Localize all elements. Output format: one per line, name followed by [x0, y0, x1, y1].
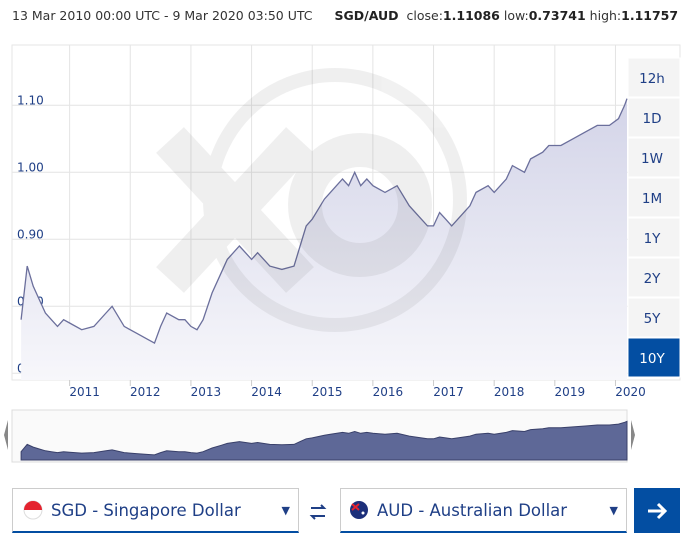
y-tick-label: 1.00	[17, 160, 44, 174]
to-currency: AUD - Australian Dollar	[377, 500, 568, 520]
from-select[interactable]: SGD - Singapore Dollar ▼	[12, 488, 299, 533]
period-button[interactable]	[627, 337, 681, 378]
period-label: 1M	[642, 191, 662, 207]
pair: SGD/AUD	[334, 8, 399, 23]
x-tick-label: 2012	[130, 385, 161, 399]
arrow-icon	[648, 502, 668, 519]
period-button[interactable]	[627, 57, 681, 98]
caret: ▼	[281, 503, 290, 517]
x-tick-label: 2017	[433, 385, 464, 399]
flag-sg	[23, 500, 43, 520]
period: 13 Mar 2010 00:00 UTC - 9 Mar 2020 03:50…	[12, 8, 313, 23]
to-select[interactable]: AUD - Australian Dollar ▼	[340, 488, 627, 533]
line	[20, 98, 628, 345]
period-label: 10Y	[639, 351, 665, 367]
stat-value: 0.73741	[528, 8, 586, 23]
x-tick-label: 2015	[312, 385, 343, 399]
nav-handle	[4, 420, 8, 450]
period-label: 2Y	[644, 271, 662, 287]
period-button[interactable]	[627, 177, 681, 218]
stat-value: 1.11086	[442, 8, 500, 23]
nav-handle	[631, 420, 635, 450]
area	[21, 98, 628, 380]
header: 13 Mar 2010 00:00 UTC - 9 Mar 2020 03:50…	[12, 8, 678, 23]
stat-value: 1.11757	[621, 8, 679, 23]
period-button[interactable]	[627, 297, 681, 338]
x-tick-label: 2013	[191, 385, 222, 399]
watermark	[156, 68, 467, 332]
period-button[interactable]	[627, 97, 681, 138]
x-tick-label: 2019	[555, 385, 586, 399]
y-tick-label: 0.90	[17, 227, 44, 241]
from-currency: SGD - Singapore Dollar	[51, 500, 241, 520]
period-button[interactable]	[627, 257, 681, 298]
caret: ▼	[609, 503, 618, 517]
flag-au	[350, 501, 368, 519]
period-label: 1D	[643, 111, 662, 127]
stats: close:1.11086 low:0.73741 high:1.11757	[403, 8, 679, 23]
x-tick-label: 2016	[373, 385, 404, 399]
period-button[interactable]	[627, 217, 681, 258]
swap-icon[interactable]	[308, 502, 328, 522]
x-tick-label: 2020	[615, 385, 646, 399]
x-tick-label: 2018	[494, 385, 525, 399]
period-button[interactable]	[627, 137, 681, 178]
x-tick-label: 2014	[251, 385, 282, 399]
stat-label: high:	[589, 8, 622, 23]
period-label: 1W	[641, 151, 663, 167]
stat-label: close:	[406, 8, 443, 23]
period-label: 12h	[639, 71, 665, 87]
period-label: 1Y	[644, 231, 662, 247]
period-label: 5Y	[644, 311, 662, 327]
convert-button[interactable]	[634, 488, 680, 533]
x-tick-label: 2011	[69, 385, 100, 399]
stat-label: low:	[503, 8, 529, 23]
y-tick-label: 1.10	[17, 93, 44, 107]
navigator-area	[20, 420, 628, 461]
